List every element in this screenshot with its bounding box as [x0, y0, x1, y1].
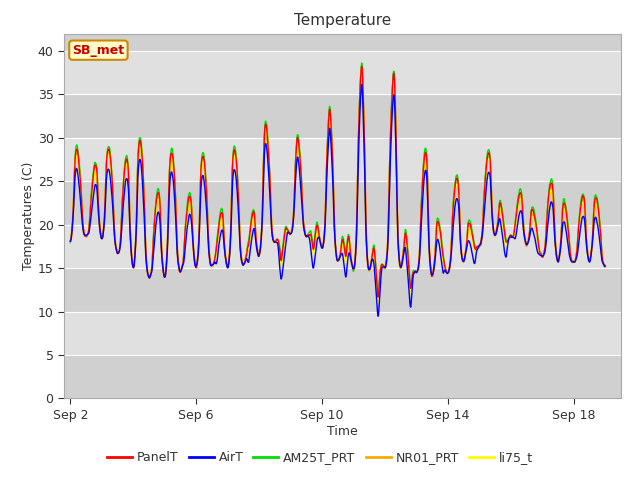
Bar [64, 355, 621, 398]
Bar [64, 225, 621, 268]
Bar [64, 8, 621, 51]
Text: SB_met: SB_met [72, 44, 124, 57]
Bar [64, 95, 621, 138]
Bar [64, 268, 621, 312]
Bar [64, 51, 621, 95]
Bar [64, 181, 621, 225]
Legend: PanelT, AirT, AM25T_PRT, NR01_PRT, li75_t: PanelT, AirT, AM25T_PRT, NR01_PRT, li75_… [102, 446, 538, 469]
Title: Temperature: Temperature [294, 13, 391, 28]
Y-axis label: Temperatures (C): Temperatures (C) [22, 162, 35, 270]
Bar [64, 312, 621, 355]
X-axis label: Time: Time [327, 425, 358, 438]
Bar [64, 138, 621, 181]
